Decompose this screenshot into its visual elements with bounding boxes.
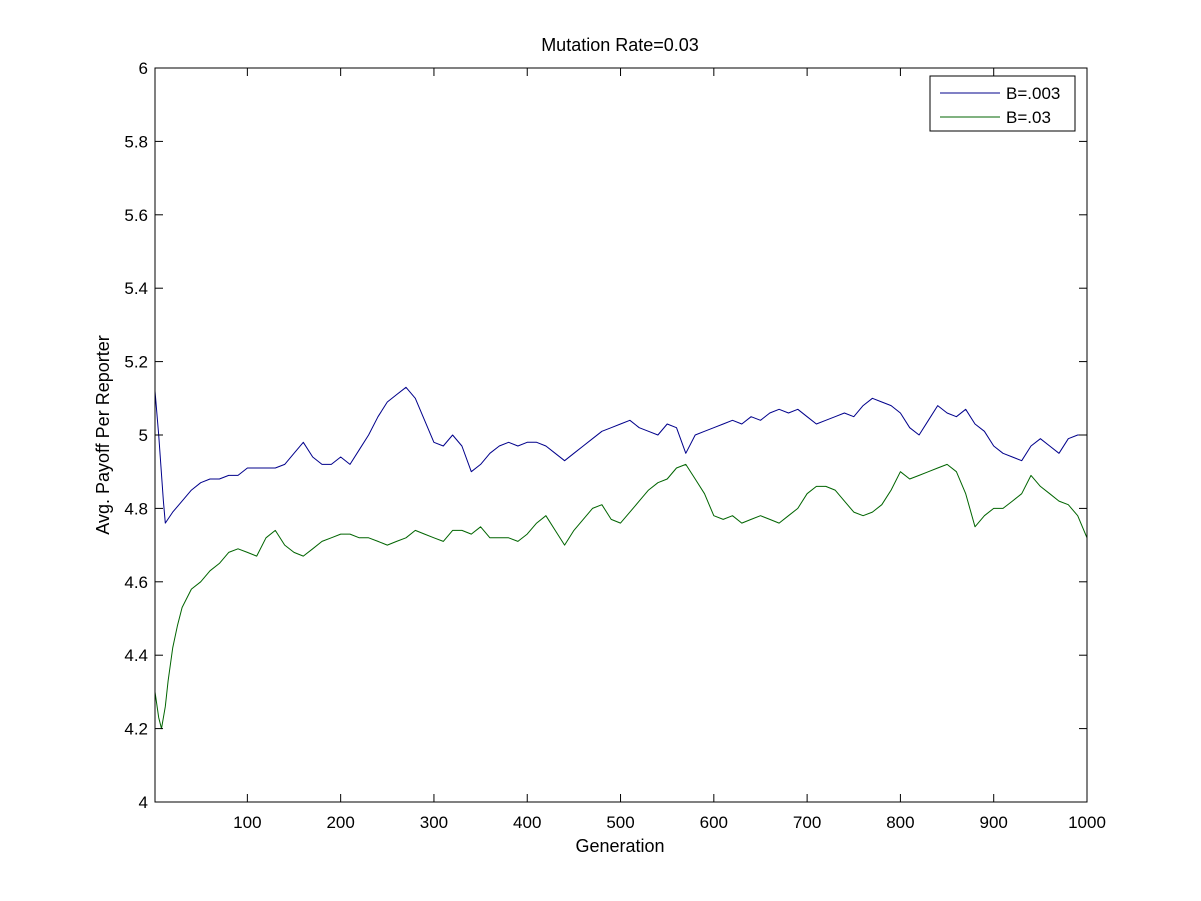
y-tick-label: 4.4	[124, 646, 148, 665]
x-tick-label: 500	[606, 813, 634, 832]
x-axis-label: Generation	[575, 836, 664, 856]
y-tick-label: 5.8	[124, 132, 148, 151]
x-tick-label: 900	[980, 813, 1008, 832]
series-line-b-03	[154, 463, 1088, 730]
plot-area	[155, 68, 1087, 802]
series-layer	[154, 386, 1088, 730]
y-tick-label: 5	[139, 426, 148, 445]
x-tick-label: 200	[326, 813, 354, 832]
x-tick-label: 300	[420, 813, 448, 832]
x-tick-label: 700	[793, 813, 821, 832]
y-tick-label: 4	[139, 793, 148, 812]
y-tick-label: 5.2	[124, 353, 148, 372]
series-line-b-003	[154, 386, 1087, 524]
legend-label-b-003: B=.003	[1006, 84, 1060, 103]
y-tick-label: 5.6	[124, 206, 148, 225]
legend-label-b-03: B=.03	[1006, 108, 1051, 127]
y-tick-label: 4.8	[124, 499, 148, 518]
x-tick-label: 1000	[1068, 813, 1106, 832]
x-tick-label: 800	[886, 813, 914, 832]
legend-box	[929, 75, 1076, 132]
x-tick-label: 600	[700, 813, 728, 832]
tick-layer: 100 200 300 400 500 600 700 800 900 1000 4 4.2 4.4 4.…	[124, 59, 1106, 832]
y-axis-label: Avg. Payoff Per Reporter	[93, 335, 113, 534]
y-tick-label: 5.4	[124, 279, 148, 298]
y-tick-label: 4.2	[124, 720, 148, 739]
legend: B=.003 B=.03	[929, 75, 1076, 132]
chart-title: Mutation Rate=0.03	[541, 35, 699, 55]
y-tick-label: 4.6	[124, 573, 148, 592]
y-tick-label: 6	[139, 59, 148, 78]
x-tick-label: 100	[233, 813, 261, 832]
x-tick-label: 400	[513, 813, 541, 832]
